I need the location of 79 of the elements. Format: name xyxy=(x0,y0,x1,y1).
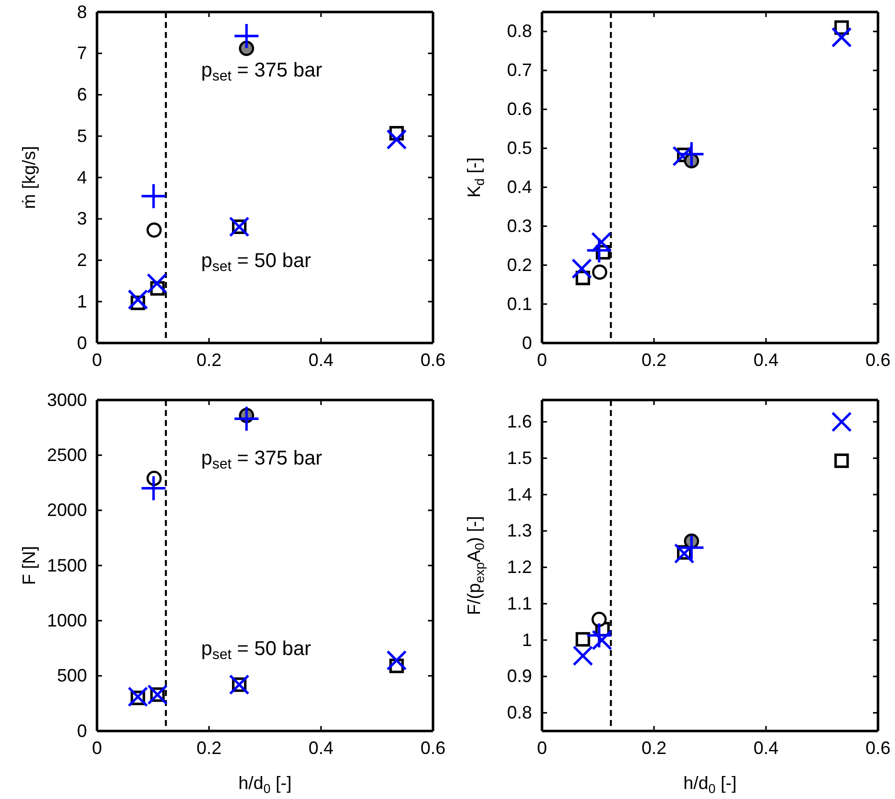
y-tick-label: 0.4 xyxy=(506,176,532,197)
point xyxy=(576,632,590,647)
x-tick-label: 0.4 xyxy=(308,350,334,370)
y-tick-label: 1.6 xyxy=(506,412,532,432)
point xyxy=(142,476,166,500)
y-tick-label: 1 xyxy=(76,291,87,312)
y-tick-label: 6 xyxy=(76,84,87,105)
y-tick-label: 0.8 xyxy=(506,21,532,42)
y-tick-label: 2000 xyxy=(46,500,87,520)
point xyxy=(834,453,849,468)
x-tick-label: 0.6 xyxy=(865,350,891,370)
y-axis-title: ṁ [kg/s] xyxy=(19,146,39,210)
x-tick-label: 0 xyxy=(92,350,102,370)
x-tick-label: 0.4 xyxy=(753,350,779,370)
x-tick-label: 0.2 xyxy=(196,738,222,758)
point xyxy=(146,222,162,238)
y-tick-label: 1000 xyxy=(46,610,87,630)
y-tick-label: 5 xyxy=(76,126,87,146)
annotation: p$_{set}$ = 375 bar xyxy=(201,448,322,473)
y-tick-label: 1.3 xyxy=(506,520,532,541)
point xyxy=(386,129,407,150)
annotation: p$_{set}$ = 50 bar xyxy=(201,638,312,664)
y-tick-label: 0 xyxy=(76,332,87,353)
y-tick-label: 1.1 xyxy=(506,593,532,614)
y-tick-label: 0.9 xyxy=(506,666,532,686)
x-tick-label: 0.2 xyxy=(641,350,667,370)
annotation: p$_{set}$ = 50 bar xyxy=(201,250,312,276)
point xyxy=(587,623,612,648)
point xyxy=(680,142,704,166)
point xyxy=(572,258,592,279)
y-tick-label: 1.4 xyxy=(506,484,532,504)
point xyxy=(234,406,259,431)
point xyxy=(680,536,704,560)
y-axis-title: F [N] xyxy=(19,546,39,585)
x-axis-title: h/d$_{0}$ [-] xyxy=(238,773,292,796)
point xyxy=(831,412,852,432)
y-tick-label: 1.2 xyxy=(506,557,532,578)
y-tick-label: 0.2 xyxy=(506,254,532,275)
y-tick-label: 500 xyxy=(56,666,87,686)
annotation: p$_{set}$ = 375 bar xyxy=(201,60,322,85)
x-tick-label: 0.4 xyxy=(308,738,334,758)
point xyxy=(142,184,166,208)
point xyxy=(572,645,594,666)
y-tick-label: 8 xyxy=(76,2,87,22)
y-tick-label: 3 xyxy=(76,208,87,229)
y-tick-label: 0.1 xyxy=(506,294,532,314)
y-tick-label: 0 xyxy=(522,332,532,353)
y-tick-label: 0.7 xyxy=(506,60,532,80)
x-tick-label: 0.6 xyxy=(420,350,446,370)
y-tick-label: 1 xyxy=(522,630,532,650)
y-tick-label: 1500 xyxy=(46,555,87,576)
point xyxy=(386,650,407,671)
point xyxy=(831,27,852,48)
x-tick-label: 0.6 xyxy=(420,738,446,758)
y-tick-label: 2 xyxy=(76,250,87,270)
y-tick-label: 3000 xyxy=(46,390,87,410)
x-tick-label: 0.4 xyxy=(753,738,779,758)
point xyxy=(587,238,612,262)
x-tick-label: 0 xyxy=(536,350,548,370)
x-tick-label: 0.6 xyxy=(865,738,891,758)
x-tick-label: 0.2 xyxy=(196,350,222,370)
y-tick-label: 0 xyxy=(76,720,87,741)
y-tick-label: 2500 xyxy=(46,444,87,465)
x-tick-label: 0 xyxy=(92,738,102,758)
point xyxy=(592,264,608,280)
point xyxy=(128,289,148,310)
y-tick-label: 0.5 xyxy=(506,138,532,158)
x-axis-title: h/d$_{0}$ [-] xyxy=(683,773,737,796)
point xyxy=(592,612,607,627)
x-tick-label: 0 xyxy=(536,738,548,758)
y-tick-label: 0.8 xyxy=(506,702,532,723)
y-tick-label: 0.6 xyxy=(506,99,532,120)
y-tick-label: 4 xyxy=(76,167,87,188)
x-tick-label: 0.2 xyxy=(641,738,667,758)
y-tick-label: 0.3 xyxy=(506,216,532,236)
point xyxy=(146,273,168,294)
point xyxy=(234,24,259,48)
y-tick-label: 1.5 xyxy=(506,448,532,468)
y-tick-label: 7 xyxy=(76,43,87,64)
